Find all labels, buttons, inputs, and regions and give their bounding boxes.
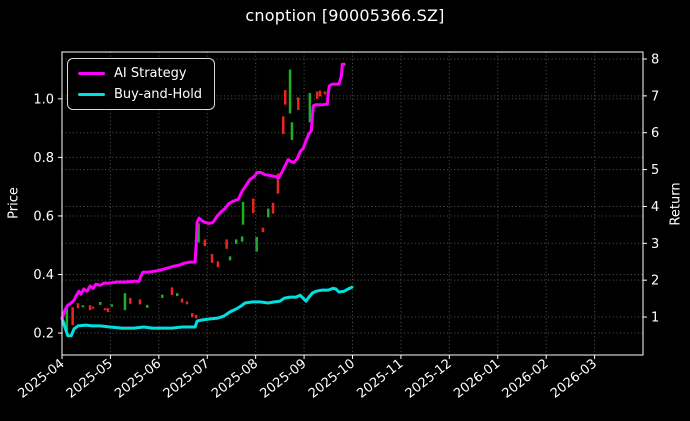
y-right-tick-label: 3: [651, 237, 659, 252]
plot-border: [61, 51, 644, 356]
y-right-tick-label: 2: [651, 274, 659, 289]
candle-up: [255, 237, 258, 252]
x-tick-label: 2025-10: [306, 356, 358, 401]
y-left-tick-label: 1.0: [33, 92, 54, 107]
y-right-tick-label: 6: [651, 126, 659, 141]
candle-up: [65, 305, 69, 331]
candle-up: [110, 304, 114, 307]
y-right-tick-label: 1: [651, 311, 659, 326]
candle-down: [103, 308, 107, 311]
legend-item-ai-strategy: AI Strategy: [78, 67, 202, 80]
candle-down: [297, 97, 300, 110]
candle-down: [210, 254, 214, 263]
candle-up: [241, 201, 245, 225]
candle-down: [323, 91, 327, 95]
x-tick-label: 2026-01: [451, 356, 503, 401]
chart-title: cnoption [90005366.SZ]: [245, 6, 445, 25]
candle-up: [176, 293, 179, 297]
y-right-tick-label: 5: [651, 163, 659, 178]
candle-down: [216, 261, 220, 268]
candle-down: [191, 313, 194, 318]
return-axis-label: Return: [668, 182, 684, 226]
ai-strategy-line-swatch: [78, 72, 105, 75]
price-axis-label: Price: [6, 187, 22, 219]
candle-down: [88, 305, 92, 311]
grid-layer: [58, 52, 647, 359]
candle-up: [161, 294, 164, 298]
y-right-tick-label: 7: [651, 89, 659, 104]
candle-up: [288, 69, 292, 114]
candle-down: [71, 307, 74, 326]
x-tick-label: 2025-09: [257, 356, 309, 401]
candle-up: [228, 256, 232, 261]
y-left-tick-label: 0.8: [33, 151, 54, 166]
y-left-tick-label: 0.2: [33, 327, 54, 342]
candle-up: [235, 239, 238, 244]
candle-down: [261, 227, 265, 233]
x-tick-label: 2025-06: [112, 356, 164, 401]
x-tick-label: 2026-03: [548, 356, 600, 401]
legend: AI Strategy Buy-and-Hold: [67, 58, 216, 110]
x-tick-label: 2025-11: [354, 356, 406, 401]
candle-up: [267, 208, 270, 218]
y-right-tick-label: 4: [651, 200, 659, 215]
candle-down: [180, 298, 184, 303]
candle-down: [318, 90, 322, 97]
ai-strategy-legend-label: AI Strategy: [114, 66, 187, 81]
candle-down: [138, 299, 142, 305]
candle-down: [203, 239, 207, 247]
ai-strategy-line: [60, 62, 346, 321]
candle-down: [194, 314, 198, 319]
candle-up: [99, 302, 102, 305]
candle-up: [197, 223, 200, 243]
x-tick-label: 2026-02: [500, 356, 552, 401]
candles-layer: [65, 69, 330, 331]
buy-and-hold-legend-label: Buy-and-Hold: [114, 87, 203, 102]
candle-down: [170, 287, 174, 295]
candle-up: [308, 93, 312, 123]
candle-down: [185, 301, 189, 305]
legend-item-buy-and-hold: Buy-and-Hold: [78, 88, 202, 101]
candle-down: [225, 239, 228, 249]
candle-up: [240, 236, 244, 242]
candle-down: [106, 308, 110, 312]
x-tick-label: 2025-05: [64, 356, 116, 401]
candle-down: [91, 306, 95, 309]
candle-down: [284, 90, 287, 105]
y-left-tick-label: 0.6: [33, 209, 54, 224]
candle-down: [315, 91, 319, 99]
y-right-tick-label: 8: [651, 53, 659, 68]
candle-down: [76, 303, 80, 309]
candle-down: [276, 173, 280, 194]
buy-and-hold-line-swatch: [78, 93, 105, 96]
x-tick-label: 2025-07: [161, 356, 213, 401]
candle-up: [290, 122, 294, 140]
buy-and-hold-line: [60, 285, 354, 338]
y-left-tick-label: 0.4: [33, 268, 54, 283]
candle-down: [282, 116, 285, 134]
x-tick-label: 2025-04: [15, 356, 67, 401]
x-tick-label: 2025-08: [209, 356, 261, 401]
candle-down: [271, 202, 275, 214]
candle-up: [146, 304, 149, 308]
candle-down: [252, 198, 255, 213]
x-tick-label: 2025-12: [403, 356, 455, 401]
candle-down: [129, 297, 132, 304]
candle-up: [81, 305, 85, 308]
candle-up: [123, 293, 127, 311]
